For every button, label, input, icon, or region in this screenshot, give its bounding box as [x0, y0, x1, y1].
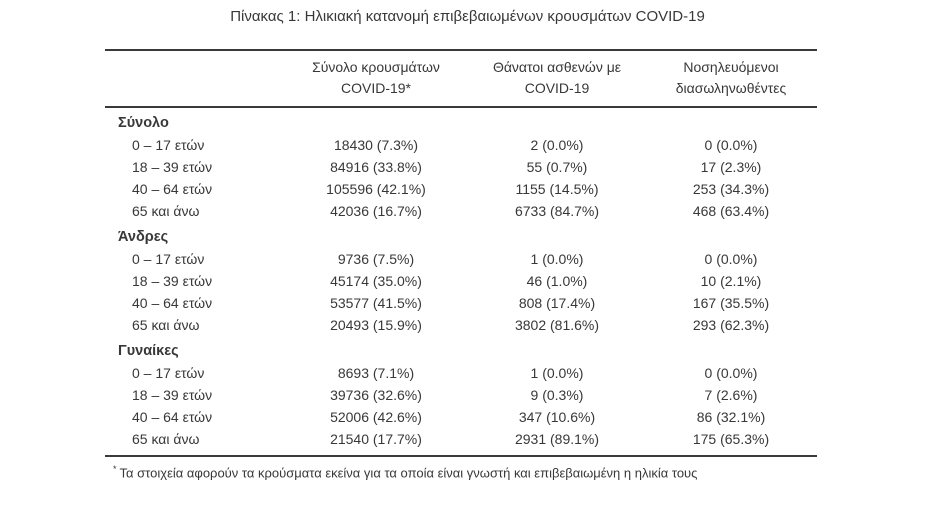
- intubated-value: 468 (63.4%): [692, 203, 770, 219]
- intubated-value: 175 (65.3%): [692, 431, 770, 447]
- table-header-row: Σύνολο κρουσμάτων COVID-19* Θάνατοι ασθε…: [105, 51, 817, 108]
- cases-value: 105596 (42.1%): [326, 181, 426, 197]
- row-label: 40 – 64 ετών: [132, 295, 213, 311]
- deaths-value: 6733 (84.7%): [514, 203, 600, 219]
- table-row: 18 – 39 ετών 45174 (35.0%) 46 (1.0%) 10 …: [105, 270, 817, 292]
- deaths-value: 1 (0.0%): [530, 365, 584, 381]
- cases-value: 20493 (15.9%): [330, 317, 422, 333]
- row-label: 65 και άνω: [132, 203, 200, 219]
- table-row: 40 – 64 ετών 52006 (42.6%) 347 (10.6%) 8…: [105, 406, 817, 428]
- intubated-value: 10 (2.1%): [700, 273, 762, 289]
- table-row: 0 – 17 ετών 18430 (7.3%) 2 (0.0%) 0 (0.0…: [105, 134, 817, 156]
- deaths-value: 46 (1.0%): [526, 273, 588, 289]
- table-body: Σύνολο 0 – 17 ετών 18430 (7.3%) 2 (0.0%)…: [105, 112, 817, 457]
- column-header-intubated: Νοσηλευόμενοι διασωληνωθέντες: [645, 57, 817, 99]
- intubated-value: 17 (2.3%): [700, 159, 762, 175]
- row-label: 0 – 17 ετών: [132, 365, 205, 381]
- row-label: 18 – 39 ετών: [132, 387, 213, 403]
- intubated-value: 253 (34.3%): [692, 181, 770, 197]
- column-header-cases-line2: COVID-19*: [340, 80, 412, 96]
- row-label: 65 και άνω: [132, 317, 200, 333]
- deaths-value: 347 (10.6%): [518, 409, 596, 425]
- footnote-asterisk: *: [113, 464, 117, 474]
- intubated-value: 0 (0.0%): [704, 251, 758, 267]
- deaths-value: 2931 (89.1%): [514, 431, 600, 447]
- column-header-cases: Σύνολο κρουσμάτων COVID-19*: [283, 57, 469, 99]
- cases-value: 9736 (7.5%): [337, 251, 415, 267]
- intubated-value: 0 (0.0%): [704, 137, 758, 153]
- cases-value: 42036 (16.7%): [330, 203, 422, 219]
- table-row: 40 – 64 ετών 105596 (42.1%) 1155 (14.5%)…: [105, 178, 817, 200]
- row-label: 0 – 17 ετών: [132, 251, 205, 267]
- column-header-intubated-line2: διασωληνωθέντες: [675, 80, 787, 96]
- intubated-value: 86 (32.1%): [696, 409, 766, 425]
- row-label: 18 – 39 ετών: [132, 273, 213, 289]
- cases-value: 8693 (7.1%): [337, 365, 415, 381]
- cases-value: 52006 (42.6%): [330, 409, 422, 425]
- cases-value: 21540 (17.7%): [330, 431, 422, 447]
- cases-value: 18430 (7.3%): [333, 137, 419, 153]
- table-row: 65 και άνω 42036 (16.7%) 6733 (84.7%) 46…: [105, 200, 817, 222]
- table-row: 65 και άνω 20493 (15.9%) 3802 (81.6%) 29…: [105, 314, 817, 336]
- intubated-value: 167 (35.5%): [692, 295, 770, 311]
- row-label: 65 και άνω: [132, 431, 200, 447]
- intubated-value: 293 (62.3%): [692, 317, 770, 333]
- table-row: 0 – 17 ετών 8693 (7.1%) 1 (0.0%) 0 (0.0%…: [105, 362, 817, 384]
- row-label: 18 – 39 ετών: [132, 159, 213, 175]
- column-header-deaths-line1: Θάνατοι ασθενών με: [492, 59, 622, 75]
- section-header-women: Γυναίκες: [118, 343, 179, 359]
- intubated-value: 7 (2.6%): [704, 387, 758, 403]
- table-row: 0 – 17 ετών 9736 (7.5%) 1 (0.0%) 0 (0.0%…: [105, 248, 817, 270]
- table-row: 18 – 39 ετών 39736 (32.6%) 9 (0.3%) 7 (2…: [105, 384, 817, 406]
- cases-value: 39736 (32.6%): [330, 387, 422, 403]
- cases-value: 84916 (33.8%): [330, 159, 422, 175]
- column-header-cases-line1: Σύνολο κρουσμάτων: [312, 59, 440, 75]
- column-header-spacer: [105, 57, 283, 99]
- cases-value: 53577 (41.5%): [330, 295, 422, 311]
- deaths-value: 1155 (14.5%): [515, 181, 599, 197]
- deaths-value: 3802 (81.6%): [514, 317, 600, 333]
- cases-value: 45174 (35.0%): [330, 273, 422, 289]
- deaths-value: 9 (0.3%): [530, 387, 584, 403]
- table-title: Πίνακας 1: Ηλικιακή κατανομή επιβεβαιωμέ…: [230, 8, 705, 25]
- deaths-value: 55 (0.7%): [526, 159, 588, 175]
- column-header-intubated-line1: Νοσηλευόμενοι: [683, 59, 779, 75]
- table-row: 18 – 39 ετών 84916 (33.8%) 55 (0.7%) 17 …: [105, 156, 817, 178]
- age-distribution-table: Σύνολο κρουσμάτων COVID-19* Θάνατοι ασθε…: [105, 49, 817, 481]
- deaths-value: 1 (0.0%): [530, 251, 584, 267]
- column-header-deaths-line2: COVID-19: [524, 80, 590, 96]
- section-header-total: Σύνολο: [118, 115, 169, 131]
- table-row: 40 – 64 ετών 53577 (41.5%) 808 (17.4%) 1…: [105, 292, 817, 314]
- section-header-men: Άνδρες: [118, 229, 169, 245]
- intubated-value: 0 (0.0%): [704, 365, 758, 381]
- row-label: 40 – 64 ετών: [132, 181, 213, 197]
- row-label: 40 – 64 ετών: [132, 409, 213, 425]
- column-header-deaths: Θάνατοι ασθενών με COVID-19: [469, 57, 645, 99]
- row-label: 0 – 17 ετών: [132, 137, 205, 153]
- deaths-value: 2 (0.0%): [530, 137, 584, 153]
- table-footnote: * Τα στοιχεία αφορούν τα κρούσματα εκείνα…: [105, 461, 817, 481]
- deaths-value: 808 (17.4%): [518, 295, 596, 311]
- table-row: 65 και άνω 21540 (17.7%) 2931 (89.1%) 17…: [105, 428, 817, 450]
- footnote-text: Τα στοιχεία αφορούν τα κρούσματα εκείνα …: [119, 465, 698, 481]
